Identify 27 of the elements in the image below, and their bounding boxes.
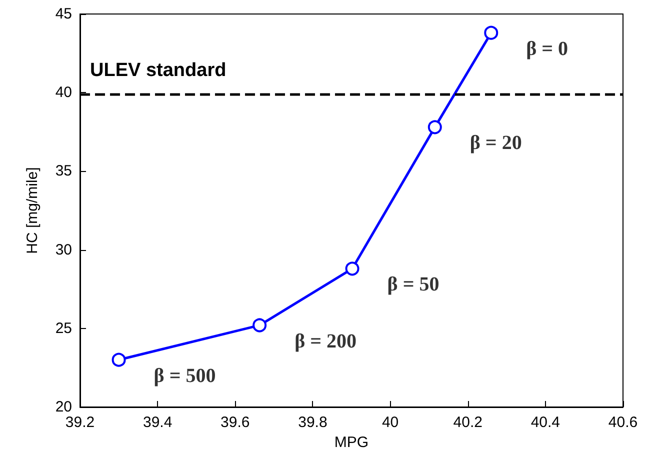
x-tick-label: 39.8 xyxy=(298,414,328,431)
annotation: β = 0 xyxy=(526,38,568,60)
y-axis-title: HC [mg/mile] xyxy=(24,167,41,254)
y-tick-label: 25 xyxy=(55,320,72,337)
x-tick-label: 40.4 xyxy=(530,414,560,431)
x-axis-title: MPG xyxy=(334,434,369,451)
annotation: β = 500 xyxy=(154,364,216,387)
point xyxy=(484,26,498,40)
y-tick-label: 20 xyxy=(55,398,72,416)
y-tick-label: 45 xyxy=(55,6,72,22)
annotation: β = 20 xyxy=(470,132,522,154)
y-tick-label: 30 xyxy=(55,241,72,258)
point xyxy=(112,352,126,367)
x-tick-label: 39.2 xyxy=(65,414,95,431)
x-tick-label: 39.6 xyxy=(220,414,250,431)
x-tick-label: 39.4 xyxy=(142,414,172,431)
point xyxy=(428,120,442,134)
annotation: β = 200 xyxy=(294,330,357,352)
point xyxy=(345,262,360,276)
x-tick-label: 40.2 xyxy=(453,414,482,431)
point xyxy=(252,318,267,332)
y-tick-label: 35 xyxy=(55,162,72,180)
y-tick-label: 40 xyxy=(55,84,72,102)
ref-line-label: ULEV standard xyxy=(90,60,226,82)
x-tick-label: 40 xyxy=(382,414,399,431)
annotation: β = 50 xyxy=(387,274,440,296)
x-tick-label: 40.6 xyxy=(608,414,638,431)
